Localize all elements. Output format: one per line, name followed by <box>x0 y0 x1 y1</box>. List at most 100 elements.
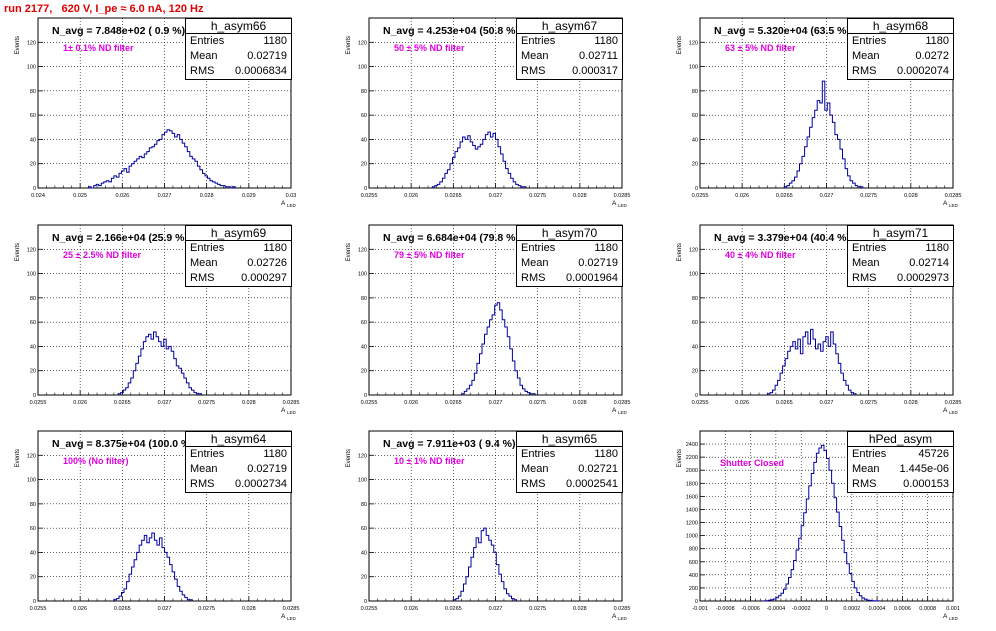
stats-box-title: h_asym68 <box>848 19 953 34</box>
stats-value: 0.02714 <box>909 257 949 269</box>
stats-value: 0.000297 <box>241 272 287 284</box>
x-tick-label: 0.0255 <box>30 400 47 406</box>
navg-label: N_avg = 8.375e+04 (100.0 %) <box>52 438 194 450</box>
y-tick-label: 0 <box>364 599 367 605</box>
x-axis-title: A <box>281 407 286 414</box>
x-tick-label: 0.0255 <box>30 606 47 612</box>
stats-value: 45726 <box>918 448 949 460</box>
y-axis-title: Events <box>677 449 683 467</box>
stats-box: h_asym69 Entries 1180 Mean 0.02726 RMS 0.00029… <box>185 225 292 287</box>
x-tick-label: 0.0265 <box>776 400 793 406</box>
stats-label: Entries <box>521 242 556 254</box>
stats-value: 1180 <box>263 242 287 254</box>
y-tick-label: 0 <box>695 393 698 399</box>
y-tick-label: 120 <box>27 40 36 46</box>
y-tick-label: 60 <box>361 113 367 119</box>
stats-row-entries: Entries 1180 <box>517 34 622 49</box>
y-tick-label: 100 <box>358 65 367 71</box>
y-tick-label: 20 <box>30 162 36 168</box>
y-tick-label: 60 <box>692 113 698 119</box>
stats-row-rms: RMS 0.0002973 <box>848 271 953 286</box>
stats-value: 1180 <box>594 242 618 254</box>
y-tick-label: 20 <box>30 575 36 581</box>
x-tick-label: 0.0275 <box>529 606 546 612</box>
filter-label: 100% (No filter) <box>63 456 129 466</box>
navg-label: N_avg = 7.911e+03 ( 9.4 %) <box>383 438 516 450</box>
stats-box: hPed_asym Entries 45726 Mean 1.445e-06 RMS 0.0… <box>847 431 954 493</box>
x-tick-label: 0.026 <box>404 606 418 612</box>
y-tick-label: 0 <box>33 393 36 399</box>
histogram-panel-h_asym67: 0.0255 0.026 0.0265 0.027 0.0275 0.028 0.0285 0… <box>331 12 662 218</box>
y-tick-label: 40 <box>692 137 698 143</box>
y-tick-label: 100 <box>689 65 698 71</box>
y-axis-title: Events <box>15 449 21 467</box>
x-tick-label: 0.0255 <box>692 400 709 406</box>
x-tick-label: 0.029 <box>242 193 256 199</box>
x-tick-label: 0.028 <box>242 400 256 406</box>
y-tick-label: 0 <box>364 186 367 192</box>
y-tick-label: 20 <box>361 162 367 168</box>
stats-label: RMS <box>190 478 215 490</box>
filter-label: 10 ± 1% ND filter <box>394 456 465 466</box>
x-tick-label: 0.0255 <box>361 193 378 199</box>
y-tick-label: 600 <box>689 560 698 566</box>
y-tick-label: 0 <box>33 599 36 605</box>
y-tick-label: 20 <box>692 162 698 168</box>
y-tick-label: 100 <box>27 65 36 71</box>
x-axis-title-sub: LED <box>618 203 628 208</box>
filter-label: 40 ± 4% ND filter <box>725 250 796 260</box>
stats-row-mean: Mean 1.445e-06 <box>848 462 953 477</box>
histogram-svg: 0.0255 0.026 0.0265 0.027 0.0275 0.028 0.0285 0… <box>346 430 630 621</box>
x-axis-title-sub: LED <box>618 410 628 415</box>
x-tick-label: 0.0255 <box>361 606 378 612</box>
y-tick-label: 20 <box>361 575 367 581</box>
stats-value: 0.02719 <box>247 463 287 475</box>
x-tick-label: 0.026 <box>73 606 87 612</box>
navg-label: N_avg = 6.684e+04 (79.8 %) <box>383 232 520 244</box>
stats-box-title: h_asym67 <box>517 19 622 34</box>
navg-label: N_avg = 5.320e+04 (63.5 %) <box>714 25 851 37</box>
x-tick-label: 0.0008 <box>919 606 936 612</box>
stats-value: 0.0272 <box>915 50 949 62</box>
y-tick-label: 80 <box>30 502 36 508</box>
navg-label: N_avg = 7.848e+02 ( 0.9 %) <box>52 25 186 37</box>
histogram-line <box>783 80 864 188</box>
stats-value: 1.445e-06 <box>899 463 949 475</box>
histogram-svg: 0.0255 0.026 0.0265 0.027 0.0275 0.028 0.0285 0… <box>677 17 961 208</box>
x-tick-label: 0.0275 <box>198 400 215 406</box>
x-axis-title: A <box>612 407 617 414</box>
x-tick-label: 0.0285 <box>614 400 631 406</box>
y-tick-label: 40 <box>30 344 36 350</box>
x-tick-label: 0.027 <box>158 606 172 612</box>
histogram-line <box>117 331 203 395</box>
x-tick-label: -0.0006 <box>741 606 760 612</box>
x-tick-label: 0.0265 <box>776 193 793 199</box>
stats-label: RMS <box>521 65 546 77</box>
y-axis-title: Events <box>346 449 352 467</box>
y-tick-label: 1000 <box>686 534 698 540</box>
stats-value: 0.02711 <box>579 50 618 62</box>
stats-value: 0.0002541 <box>566 478 618 490</box>
stats-label: Mean <box>521 463 549 475</box>
x-tick-label: 0.0265 <box>114 606 131 612</box>
y-tick-label: 1800 <box>686 481 698 487</box>
y-tick-label: 2400 <box>686 442 698 448</box>
x-tick-label: 0.028 <box>200 193 214 199</box>
y-tick-label: 80 <box>692 296 698 302</box>
y-tick-label: 2200 <box>686 455 698 461</box>
x-tick-label: 0.0275 <box>529 193 546 199</box>
stats-value: 0.0006834 <box>235 65 287 77</box>
y-tick-label: 60 <box>30 320 36 326</box>
x-tick-label: 0.028 <box>573 606 587 612</box>
stats-label: RMS <box>190 65 215 77</box>
y-tick-label: 120 <box>27 453 36 459</box>
y-tick-label: 0 <box>695 599 698 605</box>
stats-label: Mean <box>190 50 218 62</box>
stats-value: 0.000317 <box>572 65 618 77</box>
histogram-panel-h_asym68: 0.0255 0.026 0.0265 0.027 0.0275 0.028 0.0285 0… <box>662 12 993 218</box>
y-tick-label: 0 <box>33 186 36 192</box>
stats-row-entries: Entries 1180 <box>517 447 622 462</box>
x-tick-label: 0.0265 <box>445 606 462 612</box>
histogram-panel-h_asym69: 0.0255 0.026 0.0265 0.027 0.0275 0.028 0.0285 0… <box>0 219 331 425</box>
stats-label: Mean <box>521 50 549 62</box>
